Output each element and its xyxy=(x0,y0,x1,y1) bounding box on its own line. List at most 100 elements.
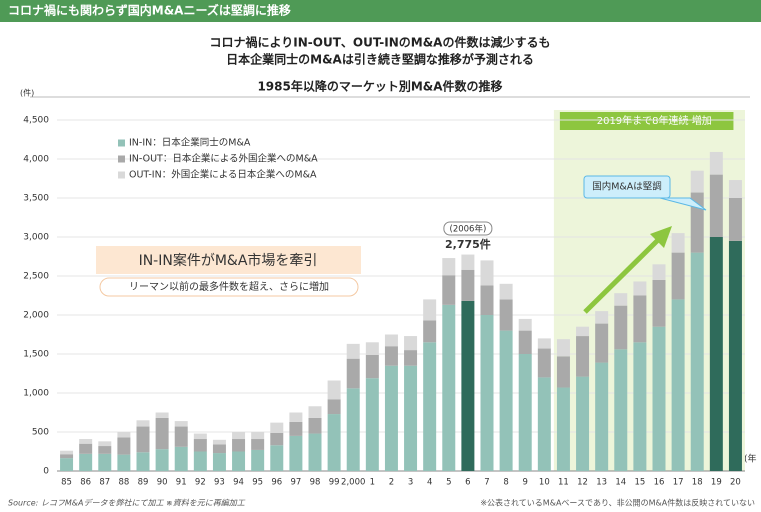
bar-segment xyxy=(174,421,188,427)
x-tick-label: 15 xyxy=(634,478,645,488)
bar-segment xyxy=(537,338,551,349)
bar-segment xyxy=(232,439,246,452)
bar-segment xyxy=(155,449,169,471)
bar-segment xyxy=(595,323,609,363)
x-tick-label: 96 xyxy=(271,478,282,488)
bar-segment xyxy=(327,414,341,471)
bar-segment xyxy=(709,237,723,471)
bar-segment xyxy=(728,180,742,198)
x-tick-label: 18 xyxy=(692,478,703,488)
bar-segment xyxy=(423,320,437,343)
x-tick-label: 91 xyxy=(176,478,187,488)
bar-segment xyxy=(709,151,723,175)
bar-segment xyxy=(518,318,532,331)
bar-segment xyxy=(690,252,704,471)
band-label-box xyxy=(559,112,734,130)
x-tick-label: 99 xyxy=(329,478,340,488)
bar-segment xyxy=(270,422,284,433)
bar-segment xyxy=(60,450,74,455)
bar-segment xyxy=(576,336,590,377)
x-tick-label: 85 xyxy=(61,478,72,488)
bar-segment xyxy=(289,435,303,471)
y-tick-label: 1,000 xyxy=(23,389,49,399)
x-tick-label: 88 xyxy=(118,478,129,488)
x-tick-label: 4 xyxy=(427,478,432,488)
bar-segment xyxy=(461,254,475,270)
bar-segment xyxy=(576,376,590,471)
bar-segment xyxy=(232,432,246,440)
bar-segment xyxy=(251,432,265,440)
x-tick-label: 8 xyxy=(503,478,508,488)
legend-swatch xyxy=(118,171,125,179)
bar-segment xyxy=(79,443,93,454)
callout-text: 国内M&Aは堅調 xyxy=(592,181,662,193)
bar-segment xyxy=(327,399,341,415)
peak-year: (2006年) xyxy=(450,224,487,235)
x-tick-label: 97 xyxy=(290,478,301,488)
bar-segment xyxy=(174,446,188,471)
bar-segment xyxy=(289,412,303,422)
bar-segment xyxy=(652,264,666,280)
bar-segment xyxy=(595,362,609,471)
x-tick-label: 95 xyxy=(252,478,263,488)
bar-segment xyxy=(728,198,742,241)
bar-segment xyxy=(60,458,74,471)
bar-segment xyxy=(556,339,570,357)
bar-segment xyxy=(595,311,609,324)
bar-segment xyxy=(365,342,379,355)
bar-segment xyxy=(193,433,207,440)
x-tick-label: 98 xyxy=(310,478,321,488)
bar-segment xyxy=(442,275,456,305)
bar-segment xyxy=(537,377,551,471)
x-tick-label: 20 xyxy=(730,478,741,488)
legend-label: OUT-IN：外国企業による日本企業へのM&A xyxy=(129,169,317,181)
x-tick-label: 17 xyxy=(673,478,684,488)
bar-segment xyxy=(155,417,169,450)
bar-segment xyxy=(652,326,666,471)
x-tick-label: 3 xyxy=(408,478,413,488)
bar-segment xyxy=(136,452,150,471)
bar-segment xyxy=(251,449,265,471)
bar-segment xyxy=(79,453,93,471)
x-tick-label: 2,000 xyxy=(341,478,365,488)
bar-segment xyxy=(614,293,628,306)
x-tick-label: 5 xyxy=(446,478,451,488)
bar-segment xyxy=(576,326,590,337)
legend-swatch xyxy=(118,155,125,163)
bar-segment xyxy=(384,365,398,471)
bar-segment xyxy=(289,421,303,436)
bar-segment xyxy=(633,281,647,296)
trend-arrow xyxy=(583,238,660,314)
bar-segment xyxy=(98,446,112,454)
bar-segment xyxy=(346,343,360,359)
bar-segment xyxy=(365,378,379,471)
bar-segment xyxy=(136,420,150,427)
bar-segment xyxy=(480,315,494,471)
header: コロナ禍にも関わらず国内M&Aニーズは堅調に推移 xyxy=(8,3,291,18)
bar-segment xyxy=(155,412,169,418)
y-tick-label: 500 xyxy=(32,428,49,438)
bar-segment xyxy=(556,356,570,388)
bar-segment xyxy=(212,444,226,454)
message-title: IN-IN案件がM&A市場を牽引 xyxy=(139,252,318,269)
bar-segment xyxy=(671,252,685,300)
subtitle: 日本企業同士のM&Aは引き続き堅調な推移が予測される xyxy=(226,52,534,67)
x-tick-label: 94 xyxy=(233,478,244,488)
source: Source: レコフM&Aデータを弊社にて加工 ※資料を元に再編加工 xyxy=(8,499,246,508)
peak-year-box xyxy=(443,221,493,236)
x-tick-label: 2 xyxy=(389,478,394,488)
message-text: リーマン以前の最多件数を超え、さらに増加 xyxy=(129,280,329,293)
x-tick-label: 12 xyxy=(577,478,588,488)
bar-segment xyxy=(690,170,704,193)
bar-segment xyxy=(308,433,322,471)
bar-segment xyxy=(671,299,685,471)
legend-label: IN-IN：日本企業同士のM&A xyxy=(129,137,251,149)
bar-segment xyxy=(614,349,628,471)
bar-segment xyxy=(346,388,360,471)
x-tick-label: 87 xyxy=(99,478,110,488)
x-tick-label: 13 xyxy=(596,478,607,488)
bar-segment xyxy=(117,437,131,455)
bar-segment xyxy=(728,240,742,471)
bar-segment xyxy=(270,432,284,446)
